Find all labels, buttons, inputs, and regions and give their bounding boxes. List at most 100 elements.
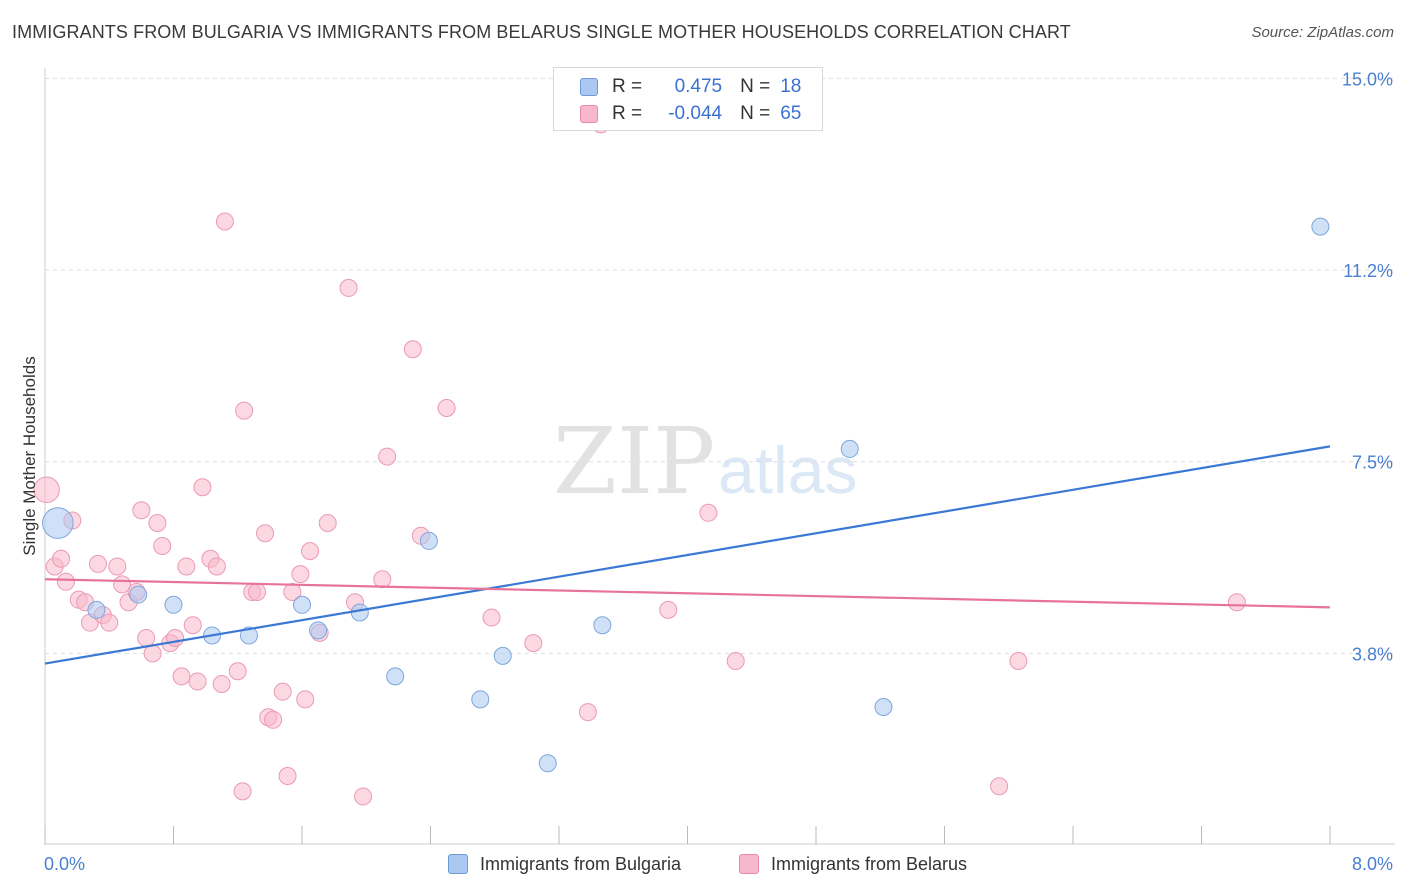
tick-labels: 15.0% 11.2% 7.5% 3.8% 0.0% 8.0% [44, 69, 1393, 874]
belarus-point [296, 690, 315, 709]
x-tick-label-max: 8.0% [1352, 854, 1393, 874]
belarus-point [578, 703, 597, 722]
belarus-point [301, 542, 320, 561]
belarus-point [354, 787, 373, 806]
bulgaria-point [840, 439, 859, 458]
belarus-point [339, 278, 358, 297]
belarus-point [990, 777, 1009, 796]
belarus-point [373, 570, 392, 589]
belarus-point [132, 501, 151, 520]
bottom-legend-swatch-belarus [739, 854, 759, 874]
legend-row-bulgaria: R = 0.475 N = 18 [554, 74, 801, 100]
gridlines [45, 77, 1395, 654]
series-belarus-points [33, 115, 1246, 806]
bulgaria-point [419, 531, 438, 550]
belarus-point [137, 629, 156, 648]
watermark-zip: ZIP [553, 408, 715, 515]
belarus-point [291, 565, 310, 584]
belarus-point [188, 672, 207, 691]
belarus-point [108, 557, 127, 576]
bulgaria-point [493, 646, 512, 665]
y-tick-label: 7.5% [1352, 453, 1393, 473]
legend-r-value: 0.475 [674, 76, 723, 97]
watermark-atlas: atlas [718, 433, 857, 507]
bulgaria-point [309, 621, 328, 640]
y-tick-label: 11.2% [1343, 261, 1393, 281]
bulgaria-point [593, 616, 612, 635]
belarus-point [153, 537, 172, 556]
belarus-point [148, 514, 167, 533]
legend-n-label: N = [740, 103, 771, 124]
belarus-point [524, 634, 543, 653]
belarus-point [56, 572, 75, 591]
belarus-point [193, 478, 212, 497]
bulgaria-point [386, 667, 405, 686]
belarus-point [207, 557, 226, 576]
belarus-point [1009, 652, 1028, 671]
bottom-legend-belarus: Immigrants from Belarus [739, 852, 967, 876]
belarus-point [177, 557, 196, 576]
legend-n-value: 65 [780, 103, 802, 124]
bulgaria-point [874, 698, 893, 717]
correlation-legend: R = 0.475 N = 18 R = -0.044 N = 65 [553, 67, 823, 131]
bulgaria-point [538, 754, 557, 773]
belarus-point [233, 782, 252, 801]
belarus-point [89, 554, 108, 573]
belarus-point [256, 524, 275, 543]
belarus-point [283, 583, 302, 602]
legend-row-belarus: R = -0.044 N = 65 [554, 101, 801, 127]
axes [44, 68, 1395, 845]
belarus-point [33, 476, 60, 504]
y-tick-label: 3.8% [1352, 644, 1393, 664]
belarus-point [235, 401, 254, 420]
bulgaria-point [471, 690, 490, 709]
bulgaria-point [129, 585, 148, 604]
belarus-point [166, 629, 185, 648]
source-label: Source: ZipAtlas.com [1251, 24, 1394, 41]
belarus-point [52, 549, 71, 568]
belarus-point [278, 767, 297, 786]
belarus-point [378, 447, 397, 466]
legend-r-label: R = [612, 103, 643, 124]
belarus-point [228, 662, 247, 681]
legend-r-label: R = [612, 76, 643, 97]
belarus-point [264, 710, 283, 729]
y-tick-label: 15.0% [1342, 69, 1393, 89]
bottom-legend-label: Immigrants from Bulgaria [480, 853, 682, 874]
belarus-point [273, 682, 292, 701]
bottom-legend-label: Immigrants from Belarus [771, 853, 968, 874]
belarus-regression-line [44, 578, 1331, 609]
belarus-point [183, 616, 202, 635]
belarus-point [726, 652, 745, 671]
legend-swatch-belarus [580, 105, 598, 123]
bulgaria-point [293, 595, 311, 614]
bulgaria-point [164, 595, 183, 614]
legend-n-label: N = [740, 76, 771, 97]
belarus-point [699, 503, 718, 522]
bottom-legend-bulgaria: Immigrants from Bulgaria [448, 852, 681, 876]
belarus-point [437, 399, 456, 418]
belarus-point [100, 613, 119, 632]
belarus-point [403, 340, 422, 359]
legend-swatch-bulgaria [580, 78, 598, 96]
belarus-point [248, 583, 267, 602]
belarus-point [482, 608, 501, 627]
series-bulgaria-points [42, 217, 1330, 773]
belarus-point [318, 514, 337, 533]
y-axis-label: Single Mother Households [20, 356, 39, 555]
x-tick-label-min: 0.0% [44, 854, 85, 874]
legend-r-value: -0.044 [668, 103, 723, 124]
regression-lines [44, 445, 1331, 665]
bulgaria-point [42, 507, 74, 539]
belarus-point [659, 600, 678, 619]
bulgaria-regression-line [44, 445, 1331, 665]
bulgaria-point [239, 626, 258, 645]
belarus-point [212, 675, 231, 694]
bottom-legend-swatch-bulgaria [448, 854, 468, 874]
legend-n-value: 18 [780, 76, 802, 97]
belarus-point [215, 212, 234, 231]
chart-title: IMMIGRANTS FROM BULGARIA VS IMMIGRANTS F… [12, 22, 1071, 42]
bulgaria-point [87, 600, 106, 619]
bulgaria-point [1311, 217, 1330, 236]
